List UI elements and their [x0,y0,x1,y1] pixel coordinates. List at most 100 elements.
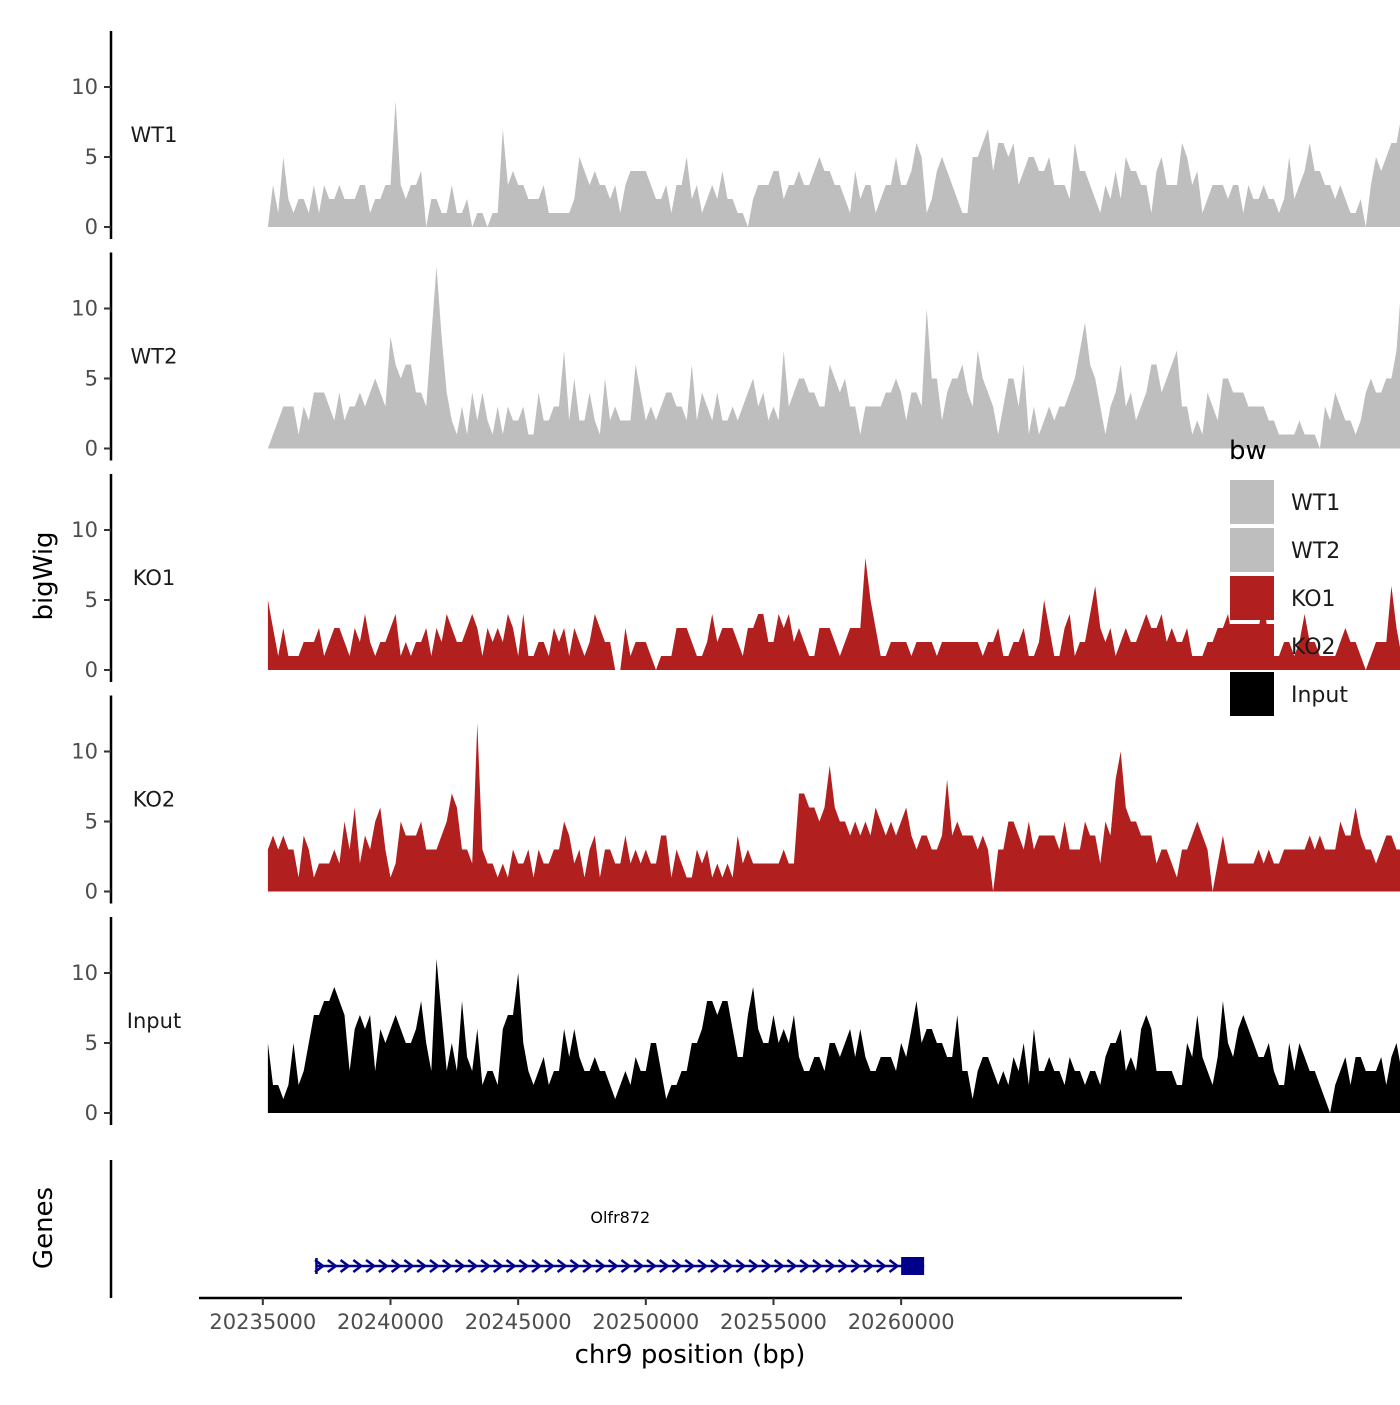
y-tick-label: 0 [85,658,98,682]
strand-arrow [556,1259,568,1273]
legend-item-input: Input [1230,672,1348,716]
strand-arrow [531,1259,543,1273]
strand-arrow [658,1259,670,1273]
strand-arrow [697,1259,709,1273]
area-ko2 [267,723,1400,892]
legend-swatch [1230,480,1274,524]
legend-label: WT1 [1291,491,1340,516]
x-axis-title: chr9 position (bp) [575,1340,806,1370]
y-tick-label: 5 [85,1031,98,1055]
strand-arrow [875,1259,887,1273]
strand-arrow [492,1259,504,1273]
strand-arrow [480,1259,492,1273]
legend-swatch [1230,576,1274,620]
strand-arrow [378,1259,389,1273]
area-wt1 [267,101,1400,227]
legend-swatch [1230,624,1274,668]
strand-arrow [786,1259,798,1273]
strand-arrow [467,1259,479,1273]
legend-item-ko1: KO1 [1230,576,1336,620]
y-tick-label: 10 [71,75,98,99]
strand-arrow [710,1259,721,1273]
strand-arrow [620,1259,632,1273]
y-axis-title: bigWig [29,531,59,620]
track-input: 0 5 10 Input [71,917,1400,1125]
area-ko1 [267,558,1400,670]
legend-item-wt2: WT2 [1230,528,1340,572]
y-tick-label: 0 [85,1101,98,1125]
strand-arrow [595,1259,606,1273]
y-tick-label: 10 [71,518,98,542]
legend-item-wt1: WT1 [1230,480,1340,524]
gene-model [314,1257,925,1275]
track-label: KO2 [133,788,176,812]
strand-arrow [748,1259,760,1273]
y-tick-label: 10 [71,961,98,985]
strand-arrow [416,1259,428,1273]
legend-label: KO2 [1291,635,1336,660]
strand-arrow [761,1259,772,1273]
legend-item-ko2: KO2 [1230,624,1336,668]
track-label: Input [127,1009,181,1033]
x-tick-label: 20260000 [848,1310,955,1334]
strand-arrow [544,1259,555,1273]
strand-arrow [314,1259,326,1273]
y-tick-label: 5 [85,810,98,834]
legend-swatch [1230,672,1274,716]
y-tick-label: 10 [71,297,98,321]
track-ko1: 0 5 10 KO1 [71,474,1400,682]
x-ticks: 20235000 20240000 20245000 20250000 20255000… [209,1298,955,1334]
strand-arrow [888,1259,900,1273]
strand-arrow [773,1259,785,1273]
y-tick-label: 0 [85,880,98,904]
y-tick-label: 5 [85,145,98,169]
track-wt1: 0 5 10 WT1 [71,31,1400,239]
strand-arrow [390,1259,402,1273]
track-panels: 0 5 10 WT1 0 5 10 WT2 0 5 10 KO1 0 5 10 KO2 0 5 10 Input [71,31,1400,1125]
legend-label: KO1 [1291,587,1336,612]
strand-arrow [518,1259,530,1273]
track-wt2: 0 5 10 WT2 [71,252,1400,461]
legend-title: bw [1229,436,1267,466]
x-axis: 20235000 20240000 20245000 20250000 20255000… [199,1296,1182,1370]
strand-arrow [607,1259,619,1273]
strand-arrow [454,1259,466,1273]
track-label: KO1 [133,566,176,590]
track-label: WT2 [131,345,178,369]
strand-arrow [799,1259,811,1273]
gene-exon [901,1257,925,1275]
strand-arrow [735,1259,747,1273]
legend: bw WT1 WT2 KO1 KO2 Input [1229,436,1348,716]
y-tick-label: 10 [71,740,98,764]
strand-arrow [429,1259,440,1273]
strand-arrow [671,1259,683,1273]
strand-arrow [327,1259,338,1273]
strand-arrow [339,1259,351,1273]
strand-arrow [505,1259,517,1273]
x-tick-label: 20245000 [465,1310,572,1334]
gene-panel: Genes Olfr872 [29,1160,925,1298]
track-label: WT1 [131,123,178,147]
strand-arrow [837,1259,849,1273]
x-tick-label: 20240000 [337,1310,444,1334]
strand-arrow [403,1259,415,1273]
y-tick-label: 5 [85,588,98,612]
strand-arrow [352,1259,364,1273]
strand-arrow [722,1259,734,1273]
gene-panel-title: Genes [29,1187,59,1269]
legend-items: WT1 WT2 KO1 KO2 Input [1230,480,1348,716]
legend-swatch [1230,528,1274,572]
strand-arrow [569,1259,581,1273]
strand-arrow [812,1259,823,1273]
strand-arrow [441,1259,453,1273]
area-wt2 [267,266,1400,449]
y-tick-label: 5 [85,367,98,391]
strand-arrow [582,1259,594,1273]
legend-label: WT2 [1291,539,1340,564]
track-ko2: 0 5 10 KO2 [71,695,1400,904]
x-tick-label: 20255000 [720,1310,827,1334]
strand-arrow [646,1259,658,1273]
strand-arrow [863,1259,875,1273]
